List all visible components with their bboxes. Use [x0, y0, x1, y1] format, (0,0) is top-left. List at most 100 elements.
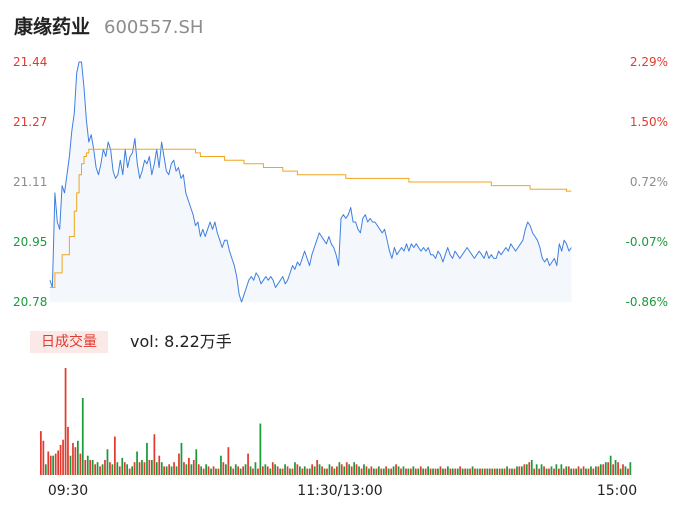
volume-bar: [52, 455, 55, 475]
volume-bar: [328, 464, 331, 475]
volume-bar: [498, 468, 501, 475]
volume-bar: [138, 462, 141, 475]
volume-bar: [42, 440, 45, 475]
volume-bar: [210, 468, 212, 475]
volume-bar: [385, 466, 388, 475]
volume-bar: [567, 466, 570, 475]
volume-bar: [432, 468, 434, 475]
volume-bar: [264, 464, 267, 475]
stock-header: 康缘药业 600557.SH: [14, 12, 203, 40]
volume-bar: [358, 466, 360, 475]
volume-bar: [543, 466, 545, 475]
volume-bar: [178, 453, 180, 475]
volume-bar: [62, 439, 64, 475]
volume-bar: [84, 460, 87, 475]
volume-bar: [619, 468, 622, 475]
volume-bar: [190, 464, 193, 475]
volume-bar: [622, 464, 624, 475]
y2-tick-label: -0.86%: [626, 295, 668, 309]
volume-bar: [180, 442, 183, 475]
volume-bar: [582, 466, 585, 475]
volume-bar: [185, 464, 188, 475]
volume-bar: [242, 466, 245, 475]
volume-bar: [612, 464, 615, 475]
volume-bar: [284, 464, 286, 475]
volume-bar: [79, 453, 82, 475]
volume-bar: [89, 460, 92, 475]
volume-bar: [338, 462, 341, 475]
volume-bar: [523, 464, 526, 475]
volume-bar: [311, 464, 314, 475]
volume-bar: [303, 466, 306, 475]
volume-bar: [454, 468, 457, 475]
volume-bar: [212, 466, 215, 475]
y-tick-label: 20.95: [13, 235, 47, 249]
volume-bar: [417, 468, 420, 475]
volume-bar: [533, 468, 536, 475]
volume-bar: [266, 466, 269, 475]
volume-bar: [205, 464, 208, 475]
volume-bar: [96, 462, 99, 475]
y-tick-label: 21.11: [13, 175, 47, 189]
volume-bar: [429, 468, 432, 475]
volume-bar: [202, 468, 205, 475]
volume-bar: [400, 468, 402, 475]
volume-bar: [444, 468, 447, 475]
volume-bar: [397, 466, 400, 475]
volume-bar: [128, 468, 131, 475]
volume-bar: [471, 466, 474, 475]
volume-bar: [597, 466, 600, 475]
volume-bar: [160, 462, 163, 475]
volume-bar: [449, 468, 452, 475]
volume-bar: [365, 466, 368, 475]
volume-bar: [170, 466, 173, 475]
volume-period-tag[interactable]: 日成交量: [30, 331, 108, 353]
volume-bar: [528, 462, 531, 475]
volume-bar: [252, 468, 254, 475]
volume-bar: [580, 468, 582, 475]
volume-bar: [488, 468, 491, 475]
volume-bar: [331, 466, 333, 475]
y-tick-label: 20.78: [13, 295, 47, 309]
volume-bar: [289, 468, 291, 475]
volume-bar: [461, 468, 464, 475]
volume-bar: [479, 468, 481, 475]
volume-bar: [348, 464, 351, 475]
volume-bar: [81, 398, 84, 475]
volume-bar: [459, 466, 462, 475]
volume-bar: [118, 466, 121, 475]
volume-bar: [301, 468, 304, 475]
volume-bar: [222, 462, 225, 475]
volume-bar: [269, 468, 272, 475]
volume-bar: [158, 455, 161, 475]
volume-bar: [560, 464, 563, 475]
volume-bar: [59, 445, 62, 475]
volume-bar: [481, 468, 484, 475]
average-price-line: [50, 148, 572, 288]
volume-bar: [244, 464, 247, 475]
volume-bar: [535, 464, 538, 475]
volume-bar: [281, 468, 284, 475]
volume-bar: [604, 462, 607, 475]
volume-bar: [587, 468, 590, 475]
volume-bar: [126, 464, 129, 475]
volume-bar: [225, 464, 227, 475]
volume-bar: [370, 466, 373, 475]
volume-bar: [111, 464, 114, 475]
volume-bar: [326, 468, 328, 475]
volume-bar: [291, 468, 294, 475]
y2-tick-label: 2.29%: [630, 55, 668, 69]
volume-bar: [577, 466, 580, 475]
volume-bar: [323, 468, 326, 475]
volume-bar: [496, 468, 499, 475]
volume-bar: [40, 431, 42, 475]
volume-bar: [183, 462, 185, 475]
volume-bar: [380, 468, 383, 475]
volume-bar: [123, 462, 126, 475]
volume-bar: [390, 468, 393, 475]
volume-bar: [336, 466, 338, 475]
volume-bar: [44, 464, 47, 475]
volume-bar: [247, 453, 249, 475]
volume-bar: [590, 466, 592, 475]
volume-bar: [333, 468, 336, 475]
